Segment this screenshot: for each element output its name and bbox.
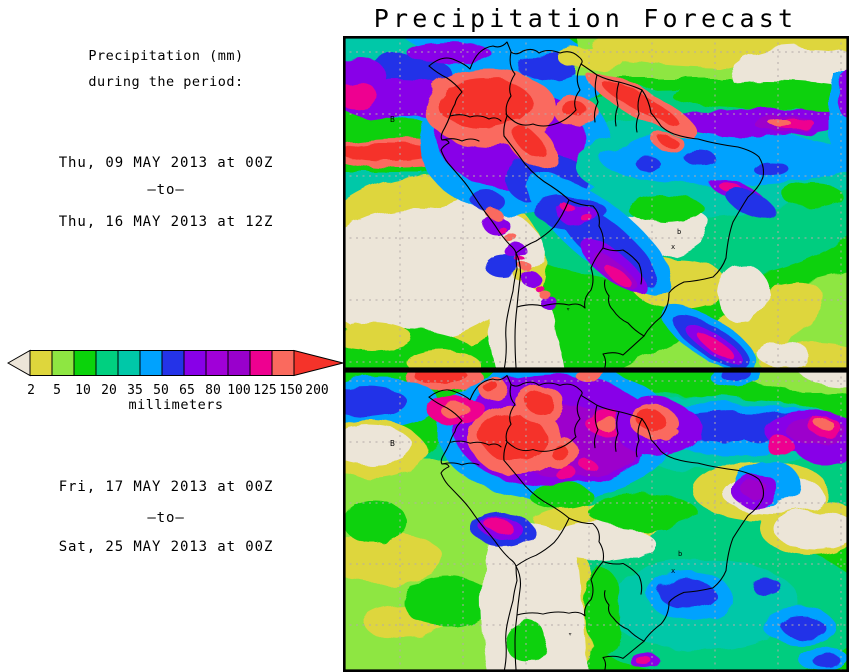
legend-box	[51, 350, 75, 376]
period2-end: Sat, 25 MAY 2013 at 00Z	[58, 539, 274, 555]
cross-marker: x	[671, 567, 675, 575]
period1-end: Thu, 16 MAY 2013 at 12Z	[58, 214, 274, 230]
precip-field-period1	[298, 16, 850, 390]
triangle-marker: ▿	[566, 305, 570, 313]
latlon-grid-period2	[343, 370, 849, 672]
legend-tick-label: 10	[75, 383, 91, 398]
legend-tick-label: 65	[179, 383, 195, 398]
legend-box	[183, 350, 207, 376]
precip-map-period2: B x ▿ b	[321, 350, 850, 672]
legend-tick-label: 20	[101, 383, 117, 398]
legend-tick-label: 50	[153, 383, 169, 398]
legend-tick-label: 35	[127, 383, 143, 398]
legend-box	[249, 350, 273, 376]
legend-boxes	[29, 350, 295, 376]
legend-box	[95, 350, 119, 376]
legend-box	[271, 350, 295, 376]
map-markers-period2: B x ▿ b	[390, 439, 682, 638]
map-markers-period1: B x ▿ b	[390, 115, 681, 313]
legend-box	[117, 350, 141, 376]
color-scale-legend: 2 5 10 20 35 50 65 80 100 125 150 200 millimeters	[0, 349, 350, 415]
legend-tick-label: 150	[279, 383, 302, 398]
legend-tick-label: 2	[27, 383, 35, 398]
precip-field-period2	[321, 350, 850, 672]
station-marker: B	[390, 439, 395, 448]
period2-start: Fri, 17 MAY 2013 at 00Z	[58, 479, 274, 495]
legend-box	[139, 350, 163, 376]
dot-marker: b	[678, 550, 682, 558]
legend-box	[205, 350, 229, 376]
cross-marker: x	[671, 243, 675, 251]
legend-unit-label: millimeters	[129, 397, 224, 413]
legend-tick-label: 200	[305, 383, 328, 398]
legend-tick-label: 5	[53, 383, 61, 398]
legend-above-max-arrow	[293, 349, 344, 377]
legend-below-min-arrow	[6, 349, 31, 377]
triangle-marker: ▿	[568, 630, 572, 638]
legend-tick-labels: 2 5 10 20 35 50 65 80 100 125 150 200	[27, 383, 329, 398]
legend-box	[227, 350, 251, 376]
dot-marker: b	[677, 228, 681, 236]
precip-map-period1: B x ▿ b	[298, 16, 850, 391]
map-frame-period2	[342, 369, 849, 672]
period1-start: Thu, 09 MAY 2013 at 00Z	[58, 155, 274, 171]
legend-tick-label: 80	[205, 383, 221, 398]
sidebar-heading-line2: during the period:	[88, 74, 244, 90]
page-title: Precipitation Forecast	[373, 4, 798, 33]
legend-bar: 2 5 10 20 35 50 65 80 100 125 150 200 millimeters	[6, 349, 344, 413]
period2-separator: –to–	[147, 510, 185, 526]
legend-tick-label: 100	[227, 383, 250, 398]
legend-box	[161, 350, 185, 376]
legend-box	[29, 350, 53, 376]
coastlines-period2	[428, 374, 765, 672]
coastlines-period1	[428, 41, 765, 391]
period1-separator: –to–	[147, 182, 185, 198]
map-frame-period1	[342, 35, 849, 370]
station-marker: B	[390, 115, 395, 124]
sidebar-heading-line1: Precipitation (mm)	[88, 48, 244, 64]
legend-box	[73, 350, 97, 376]
legend-tick-label: 125	[253, 383, 276, 398]
